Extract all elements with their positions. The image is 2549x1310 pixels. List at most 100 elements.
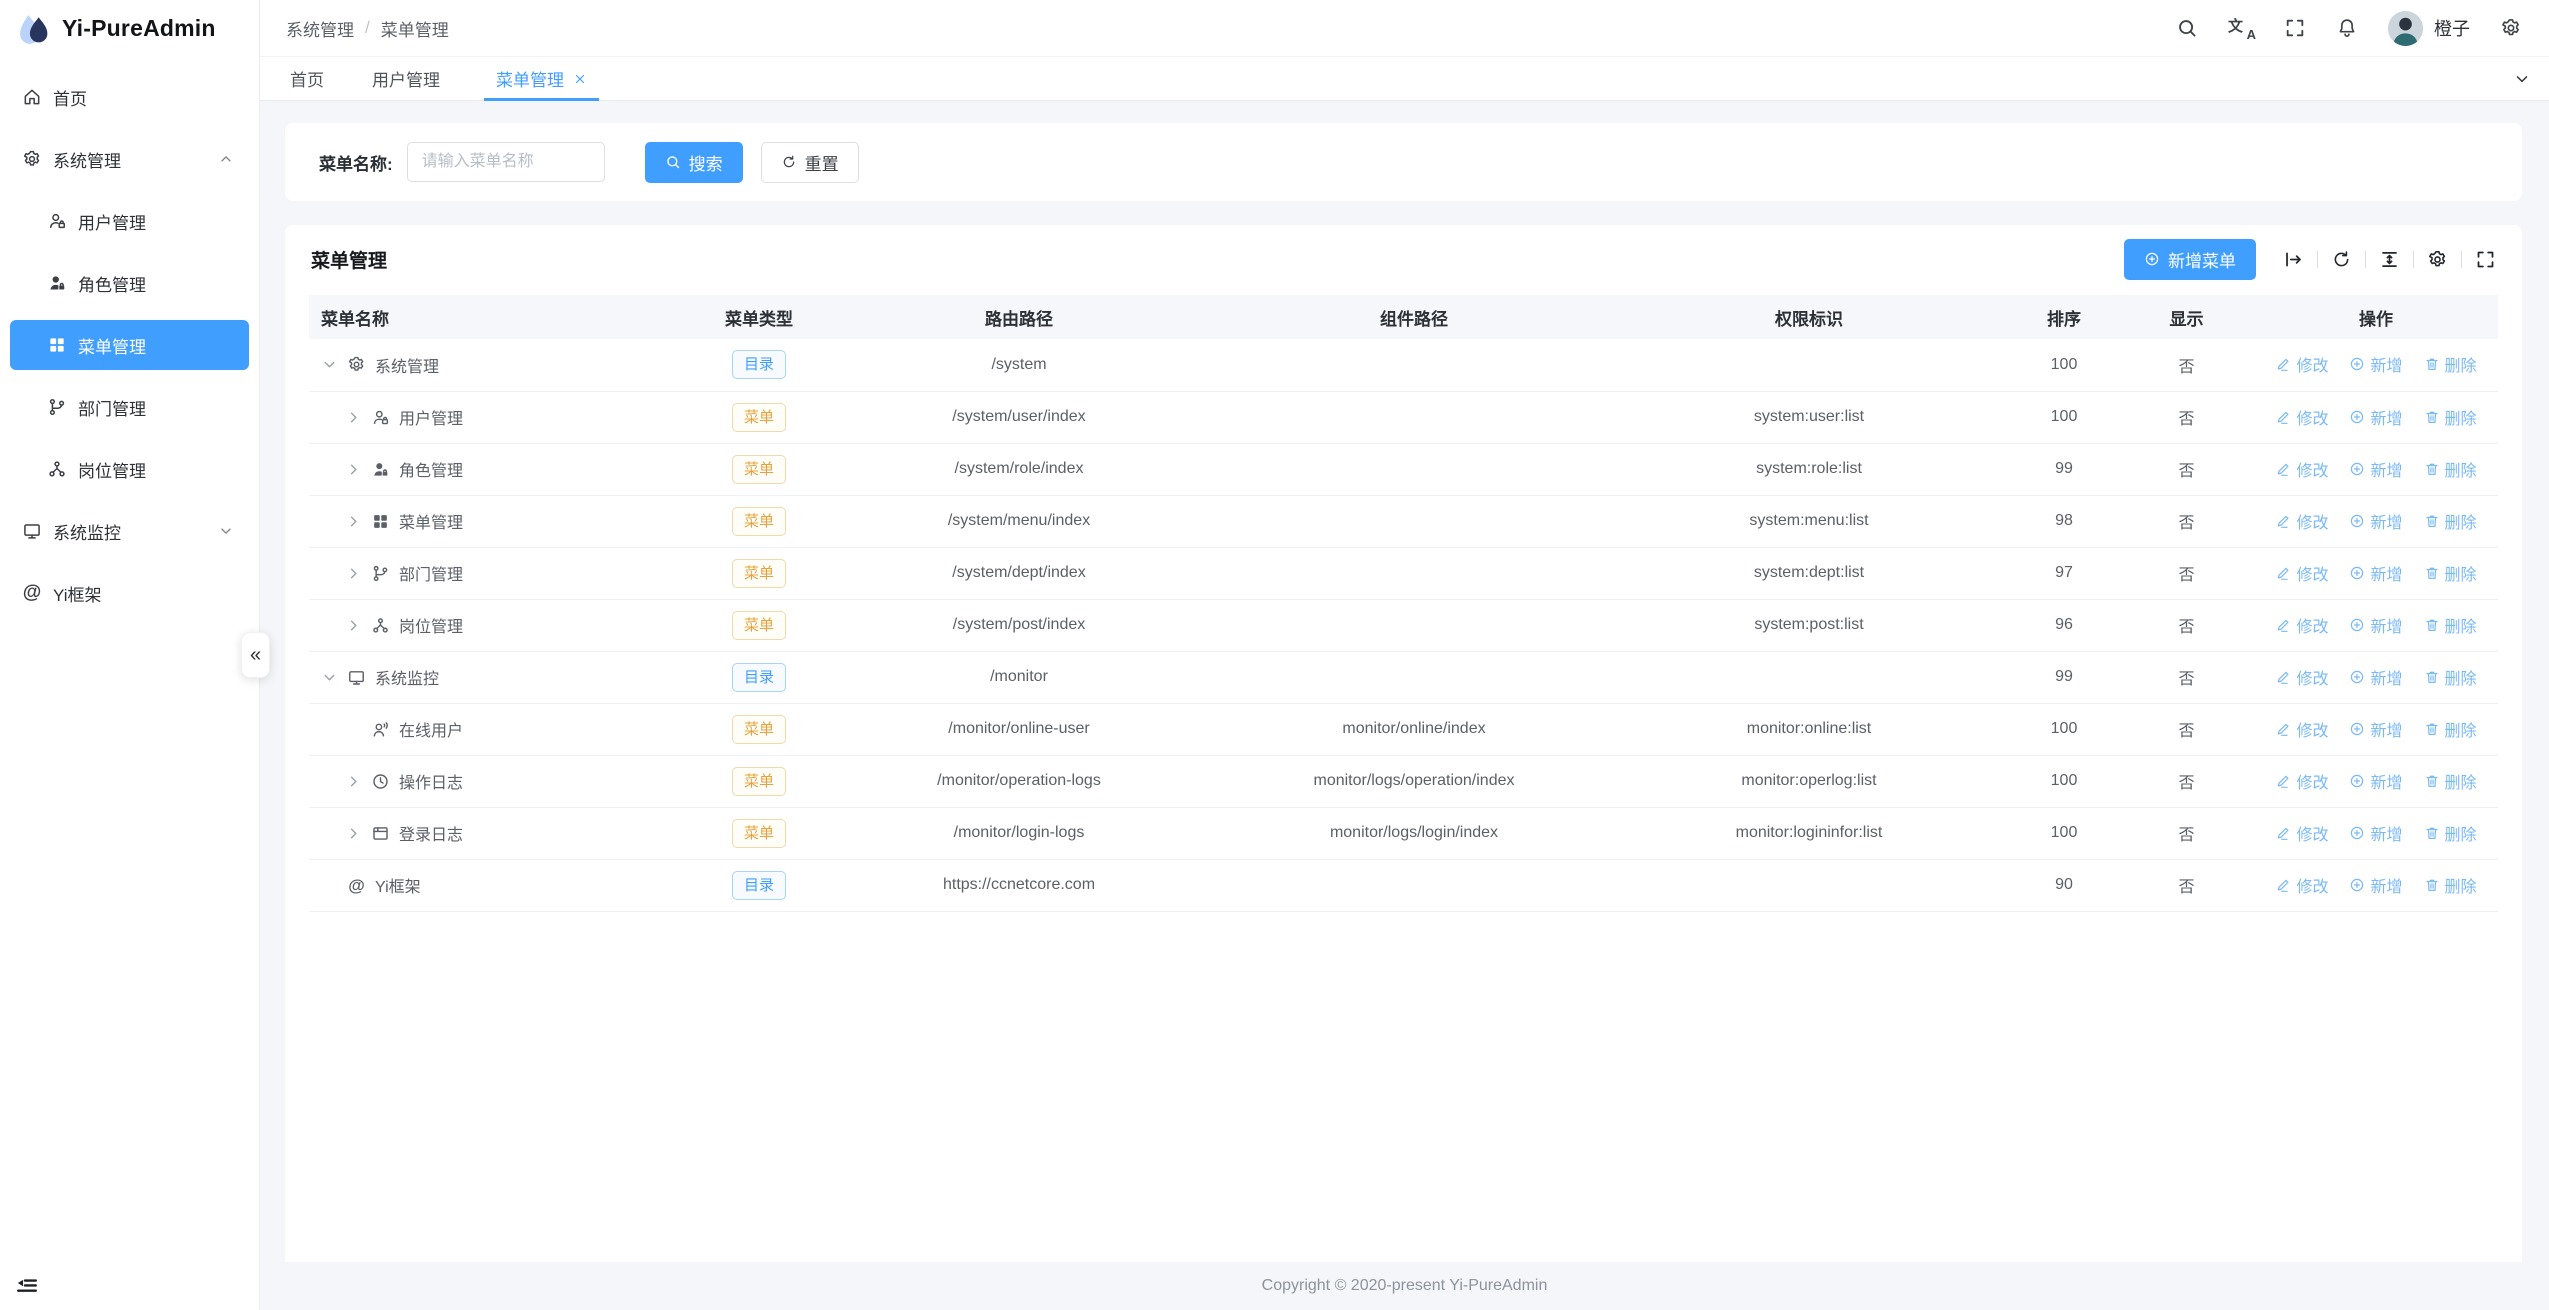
pencil-icon	[2275, 877, 2291, 893]
add-link[interactable]: 新增	[2349, 821, 2403, 845]
row-expand-icon[interactable]	[345, 825, 362, 842]
density-icon[interactable]	[2379, 249, 2400, 270]
edit-link[interactable]: 修改	[2275, 769, 2328, 793]
edit-label: 修改	[2296, 514, 2329, 532]
sidebar-item-role[interactable]: 角色管理	[10, 258, 249, 308]
permission-cell: system:menu:list	[1609, 495, 2009, 548]
row-expand-spacer	[345, 721, 362, 738]
tab-2[interactable]: 菜单管理	[484, 57, 599, 101]
row-expand-icon[interactable]	[345, 461, 362, 478]
edit-label: 修改	[2296, 774, 2329, 792]
user-menu[interactable]: 橙子	[2388, 10, 2470, 46]
table-fullscreen-icon[interactable]	[2475, 249, 2496, 270]
edit-link[interactable]: 修改	[2275, 665, 2328, 689]
table-row: 系统监控 目录 /monitor 99 否 修改 新增 删除	[309, 651, 2498, 704]
edit-label: 修改	[2296, 826, 2329, 844]
expand-all-icon[interactable]	[2283, 249, 2304, 270]
menu-name-input[interactable]	[406, 142, 605, 182]
visible-cell: 否	[2119, 755, 2254, 808]
search-icon[interactable]	[2176, 17, 2198, 39]
delete-link[interactable]: 删除	[2424, 613, 2477, 637]
refresh-icon[interactable]	[2331, 249, 2352, 270]
delete-link[interactable]: 删除	[2424, 717, 2477, 741]
row-expand-icon[interactable]	[345, 617, 362, 634]
app-title: Yi-PureAdmin	[62, 14, 216, 41]
edit-link[interactable]: 修改	[2275, 457, 2328, 481]
trash-icon	[2424, 773, 2440, 789]
delete-link[interactable]: 删除	[2424, 561, 2477, 585]
row-expand-icon[interactable]	[345, 409, 362, 426]
fullscreen-icon[interactable]	[2284, 17, 2306, 39]
row-expand-icon[interactable]	[345, 773, 362, 790]
permission-cell: monitor:operlog:list	[1609, 755, 2009, 808]
refresh-icon	[781, 154, 797, 170]
edit-link[interactable]: 修改	[2275, 352, 2328, 376]
plus-circle-icon	[2349, 773, 2365, 789]
add-label: 新增	[2370, 514, 2403, 532]
add-link[interactable]: 新增	[2349, 769, 2403, 793]
menu-table-card: 菜单管理 新增菜单	[285, 225, 2522, 1262]
delete-link[interactable]: 删除	[2424, 352, 2477, 376]
delete-link[interactable]: 删除	[2424, 665, 2477, 689]
trash-icon	[2424, 461, 2440, 477]
add-label: 新增	[2370, 358, 2403, 376]
edit-link[interactable]: 修改	[2275, 613, 2328, 637]
delete-link[interactable]: 删除	[2424, 509, 2477, 533]
add-link[interactable]: 新增	[2349, 457, 2403, 481]
sidebar-item-yi[interactable]: @ Yi框架	[10, 568, 249, 618]
sidebar-item-monitor[interactable]: 系统监控	[10, 506, 249, 556]
settings-gear-icon[interactable]	[2500, 17, 2522, 39]
reset-button[interactable]: 重置	[760, 141, 859, 183]
add-link[interactable]: 新增	[2349, 405, 2403, 429]
sidebar-item-home[interactable]: 首页	[10, 72, 249, 122]
edit-link[interactable]: 修改	[2275, 405, 2328, 429]
edit-link[interactable]: 修改	[2275, 873, 2328, 897]
collapse-sidebar-icon[interactable]	[14, 1274, 40, 1299]
dept-icon	[47, 397, 67, 417]
add-menu-button[interactable]: 新增菜单	[2124, 238, 2256, 280]
delete-link[interactable]: 删除	[2424, 405, 2477, 429]
translate-icon[interactable]: 文 A	[2228, 16, 2256, 42]
add-link[interactable]: 新增	[2349, 873, 2403, 897]
delete-link[interactable]: 删除	[2424, 457, 2477, 481]
row-expand-icon[interactable]	[345, 513, 362, 530]
logo[interactable]: Yi-PureAdmin	[0, 0, 259, 56]
breadcrumb-item[interactable]: 系统管理	[286, 20, 354, 40]
bell-icon[interactable]	[2336, 17, 2358, 39]
tab-overflow-button[interactable]	[2495, 57, 2549, 100]
edit-link[interactable]: 修改	[2275, 821, 2328, 845]
sidebar-item-post[interactable]: 岗位管理	[10, 444, 249, 494]
column-settings-icon[interactable]	[2427, 249, 2448, 270]
add-link[interactable]: 新增	[2349, 352, 2403, 376]
delete-link[interactable]: 删除	[2424, 769, 2477, 793]
row-expand-icon[interactable]	[321, 356, 338, 373]
add-link[interactable]: 新增	[2349, 665, 2403, 689]
sidebar-item-system[interactable]: 系统管理	[10, 134, 249, 184]
add-link[interactable]: 新增	[2349, 509, 2403, 533]
add-link[interactable]: 新增	[2349, 613, 2403, 637]
search-icon	[665, 154, 681, 170]
tab-0[interactable]: 首页	[286, 57, 328, 100]
visible-cell: 否	[2119, 651, 2254, 704]
add-link[interactable]: 新增	[2349, 561, 2403, 585]
menu-name-cell: Yi框架	[375, 879, 421, 896]
sidebar-item-user[interactable]: 用户管理	[10, 196, 249, 246]
sidebar-item-menu[interactable]: 菜单管理	[10, 320, 249, 370]
delete-link[interactable]: 删除	[2424, 821, 2477, 845]
tab-1[interactable]: 用户管理	[368, 57, 444, 100]
edit-link[interactable]: 修改	[2275, 717, 2328, 741]
permission-cell: system:dept:list	[1609, 547, 2009, 600]
search-button[interactable]: 搜索	[644, 141, 743, 183]
plus-circle-icon	[2349, 721, 2365, 737]
row-expand-icon[interactable]	[345, 565, 362, 582]
chevron-down-icon	[2513, 70, 2531, 88]
add-link[interactable]: 新增	[2349, 717, 2403, 741]
sidebar-item-dept[interactable]: 部门管理	[10, 382, 249, 432]
close-icon[interactable]	[573, 72, 587, 86]
delete-link[interactable]: 删除	[2424, 873, 2477, 897]
edit-link[interactable]: 修改	[2275, 561, 2328, 585]
row-expand-icon[interactable]	[321, 669, 338, 686]
sidebar-collapse-button[interactable]: «	[241, 632, 270, 678]
edit-link[interactable]: 修改	[2275, 509, 2328, 533]
